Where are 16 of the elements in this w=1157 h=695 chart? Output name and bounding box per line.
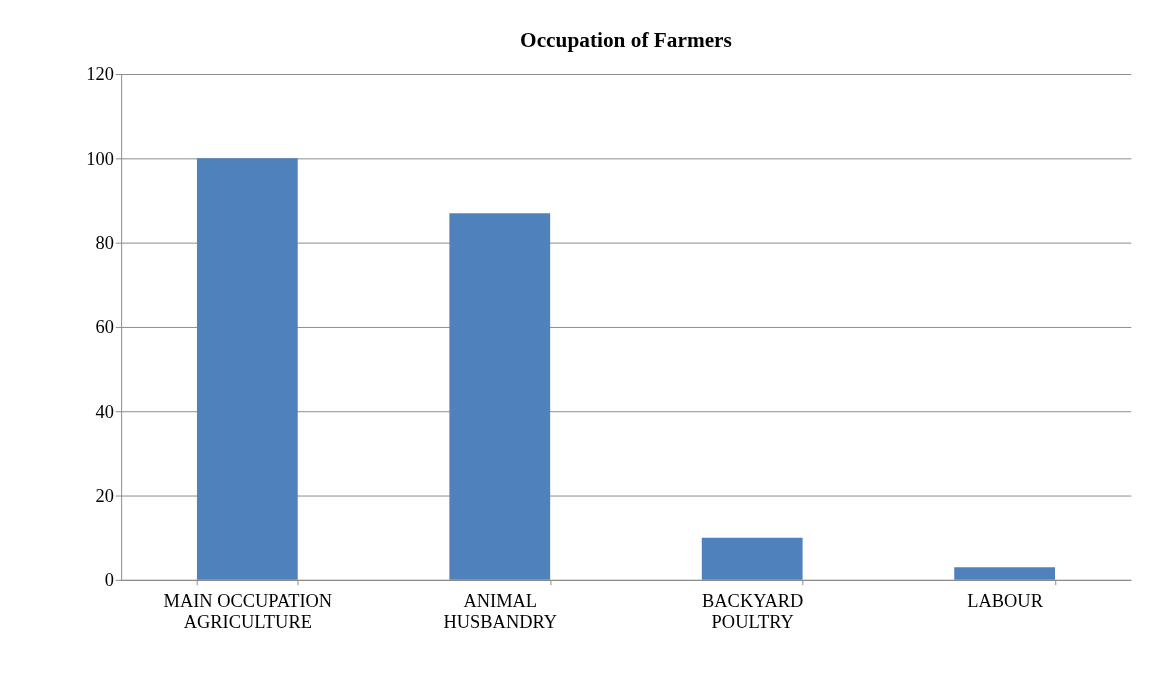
- y-tick-label: 60: [95, 317, 114, 338]
- y-tick-label: 120: [86, 64, 114, 85]
- y-tick-label: 80: [95, 232, 114, 253]
- bar: [196, 158, 298, 580]
- bar: [701, 537, 803, 580]
- y-tick-label: 100: [86, 148, 114, 169]
- y-tick-label: 40: [95, 401, 114, 422]
- x-tick-label: ANIMAL HUSBANDRY: [443, 591, 558, 632]
- x-tick-label: LABOUR: [967, 591, 1044, 612]
- y-tick-label: 20: [95, 485, 114, 506]
- y-tick-label: 0: [104, 570, 114, 591]
- bar: [954, 567, 1056, 580]
- x-tick-label: MAIN OCCUPATION AGRICULTURE: [163, 591, 333, 632]
- x-tick-label: BACKYARD POULTRY: [702, 591, 804, 632]
- chart-title: Occupation of Farmers: [520, 27, 732, 52]
- bar: [449, 213, 551, 580]
